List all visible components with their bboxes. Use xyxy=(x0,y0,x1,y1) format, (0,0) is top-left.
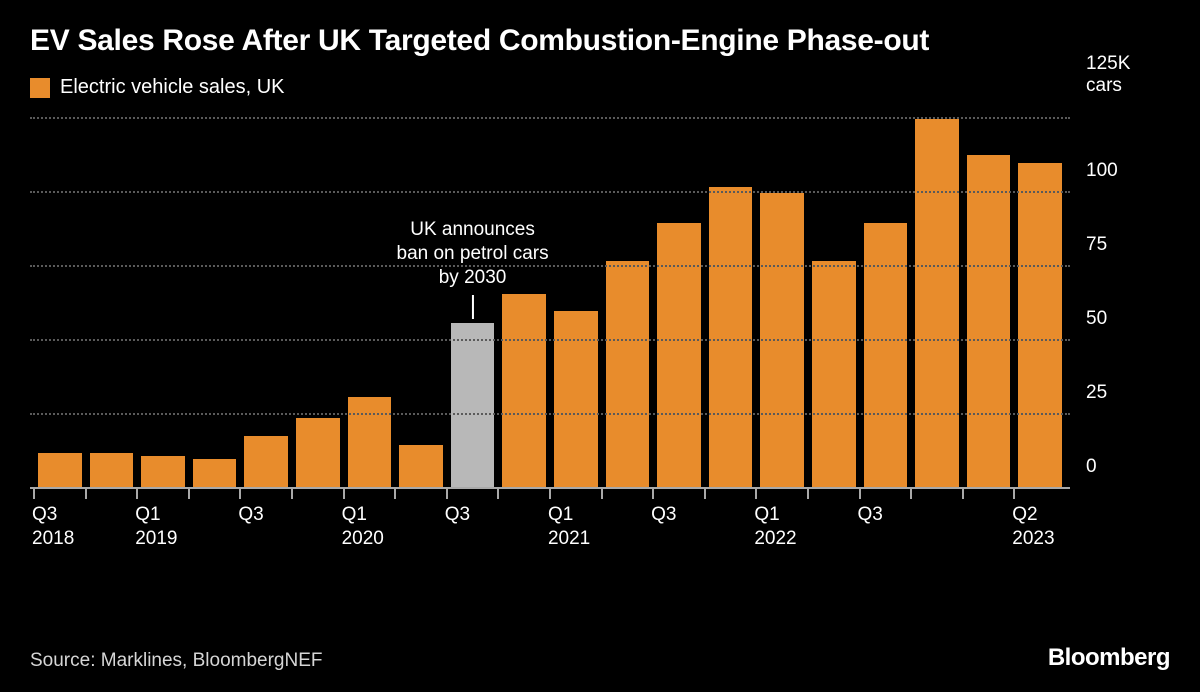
bar xyxy=(296,418,340,489)
x-axis-label: Q12020 xyxy=(342,497,386,549)
y-tick-label: 50 xyxy=(1078,308,1168,330)
x-axis-label xyxy=(909,497,953,549)
bar xyxy=(606,261,650,489)
x-axis-label xyxy=(393,497,437,549)
y-tick-label-top: 125K cars xyxy=(1078,53,1168,97)
annotation-label: UK announcesban on petrol carsby 2030 xyxy=(397,218,549,319)
x-axis-label: Q12022 xyxy=(754,497,798,549)
x-axis-label: Q3 xyxy=(238,497,282,549)
x-axis-label xyxy=(290,497,334,549)
x-axis-label: Q3 xyxy=(858,497,902,549)
legend-label: Electric vehicle sales, UK xyxy=(60,76,285,99)
x-axis-baseline xyxy=(30,487,1070,489)
grid-line xyxy=(30,265,1070,267)
x-axis-label xyxy=(806,497,850,549)
x-axis-label xyxy=(187,497,231,549)
legend-swatch xyxy=(30,78,50,98)
x-axis-label: Q12021 xyxy=(548,497,592,549)
bar xyxy=(502,294,546,489)
bars-container xyxy=(30,119,1070,489)
bar xyxy=(864,223,908,489)
legend: Electric vehicle sales, UK xyxy=(30,76,1170,99)
x-axis-label xyxy=(496,497,540,549)
x-axis-labels: Q32018 Q12019 Q3 Q12020 Q3 Q12021 Q3 Q12022 Q3 Q2… xyxy=(30,497,1070,549)
plot-area: 0255075100125K carsUK announcesban on pe… xyxy=(30,119,1070,489)
chart-title: EV Sales Rose After UK Targeted Combusti… xyxy=(30,24,1170,58)
grid-line xyxy=(30,191,1070,193)
bar xyxy=(141,456,185,489)
x-axis-label xyxy=(84,497,128,549)
y-tick-label: 25 xyxy=(1078,382,1168,404)
bar xyxy=(90,453,134,489)
grid-line xyxy=(30,339,1070,341)
bar xyxy=(915,119,959,489)
bar xyxy=(1018,163,1062,489)
y-tick-label: 100 xyxy=(1078,160,1168,182)
bar xyxy=(812,261,856,489)
bar xyxy=(348,397,392,489)
bar xyxy=(967,155,1011,489)
x-axis-label: Q22023 xyxy=(1012,497,1056,549)
bar xyxy=(451,323,495,489)
bar xyxy=(760,193,804,489)
bar xyxy=(399,445,443,489)
x-axis-label: Q32018 xyxy=(32,497,76,549)
chart-area: 0255075100125K carsUK announcesban on pe… xyxy=(30,119,1170,549)
brand-logo: Bloomberg xyxy=(1048,644,1170,672)
x-axis-label xyxy=(961,497,1005,549)
grid-line xyxy=(30,413,1070,415)
source-text: Source: Marklines, BloombergNEF xyxy=(30,650,323,672)
x-axis-label xyxy=(703,497,747,549)
bar xyxy=(38,453,82,489)
y-tick-label: 0 xyxy=(1078,456,1168,478)
y-tick-label: 75 xyxy=(1078,234,1168,256)
x-axis-label xyxy=(600,497,644,549)
annotation-connector xyxy=(472,295,474,319)
bar xyxy=(244,436,288,489)
bar xyxy=(657,223,701,489)
x-axis-label: Q3 xyxy=(445,497,489,549)
x-axis-label: Q3 xyxy=(651,497,695,549)
x-axis-label: Q12019 xyxy=(135,497,179,549)
bar xyxy=(193,459,237,489)
footer: Source: Marklines, BloombergNEF Bloomber… xyxy=(30,644,1170,672)
grid-line xyxy=(30,117,1070,119)
